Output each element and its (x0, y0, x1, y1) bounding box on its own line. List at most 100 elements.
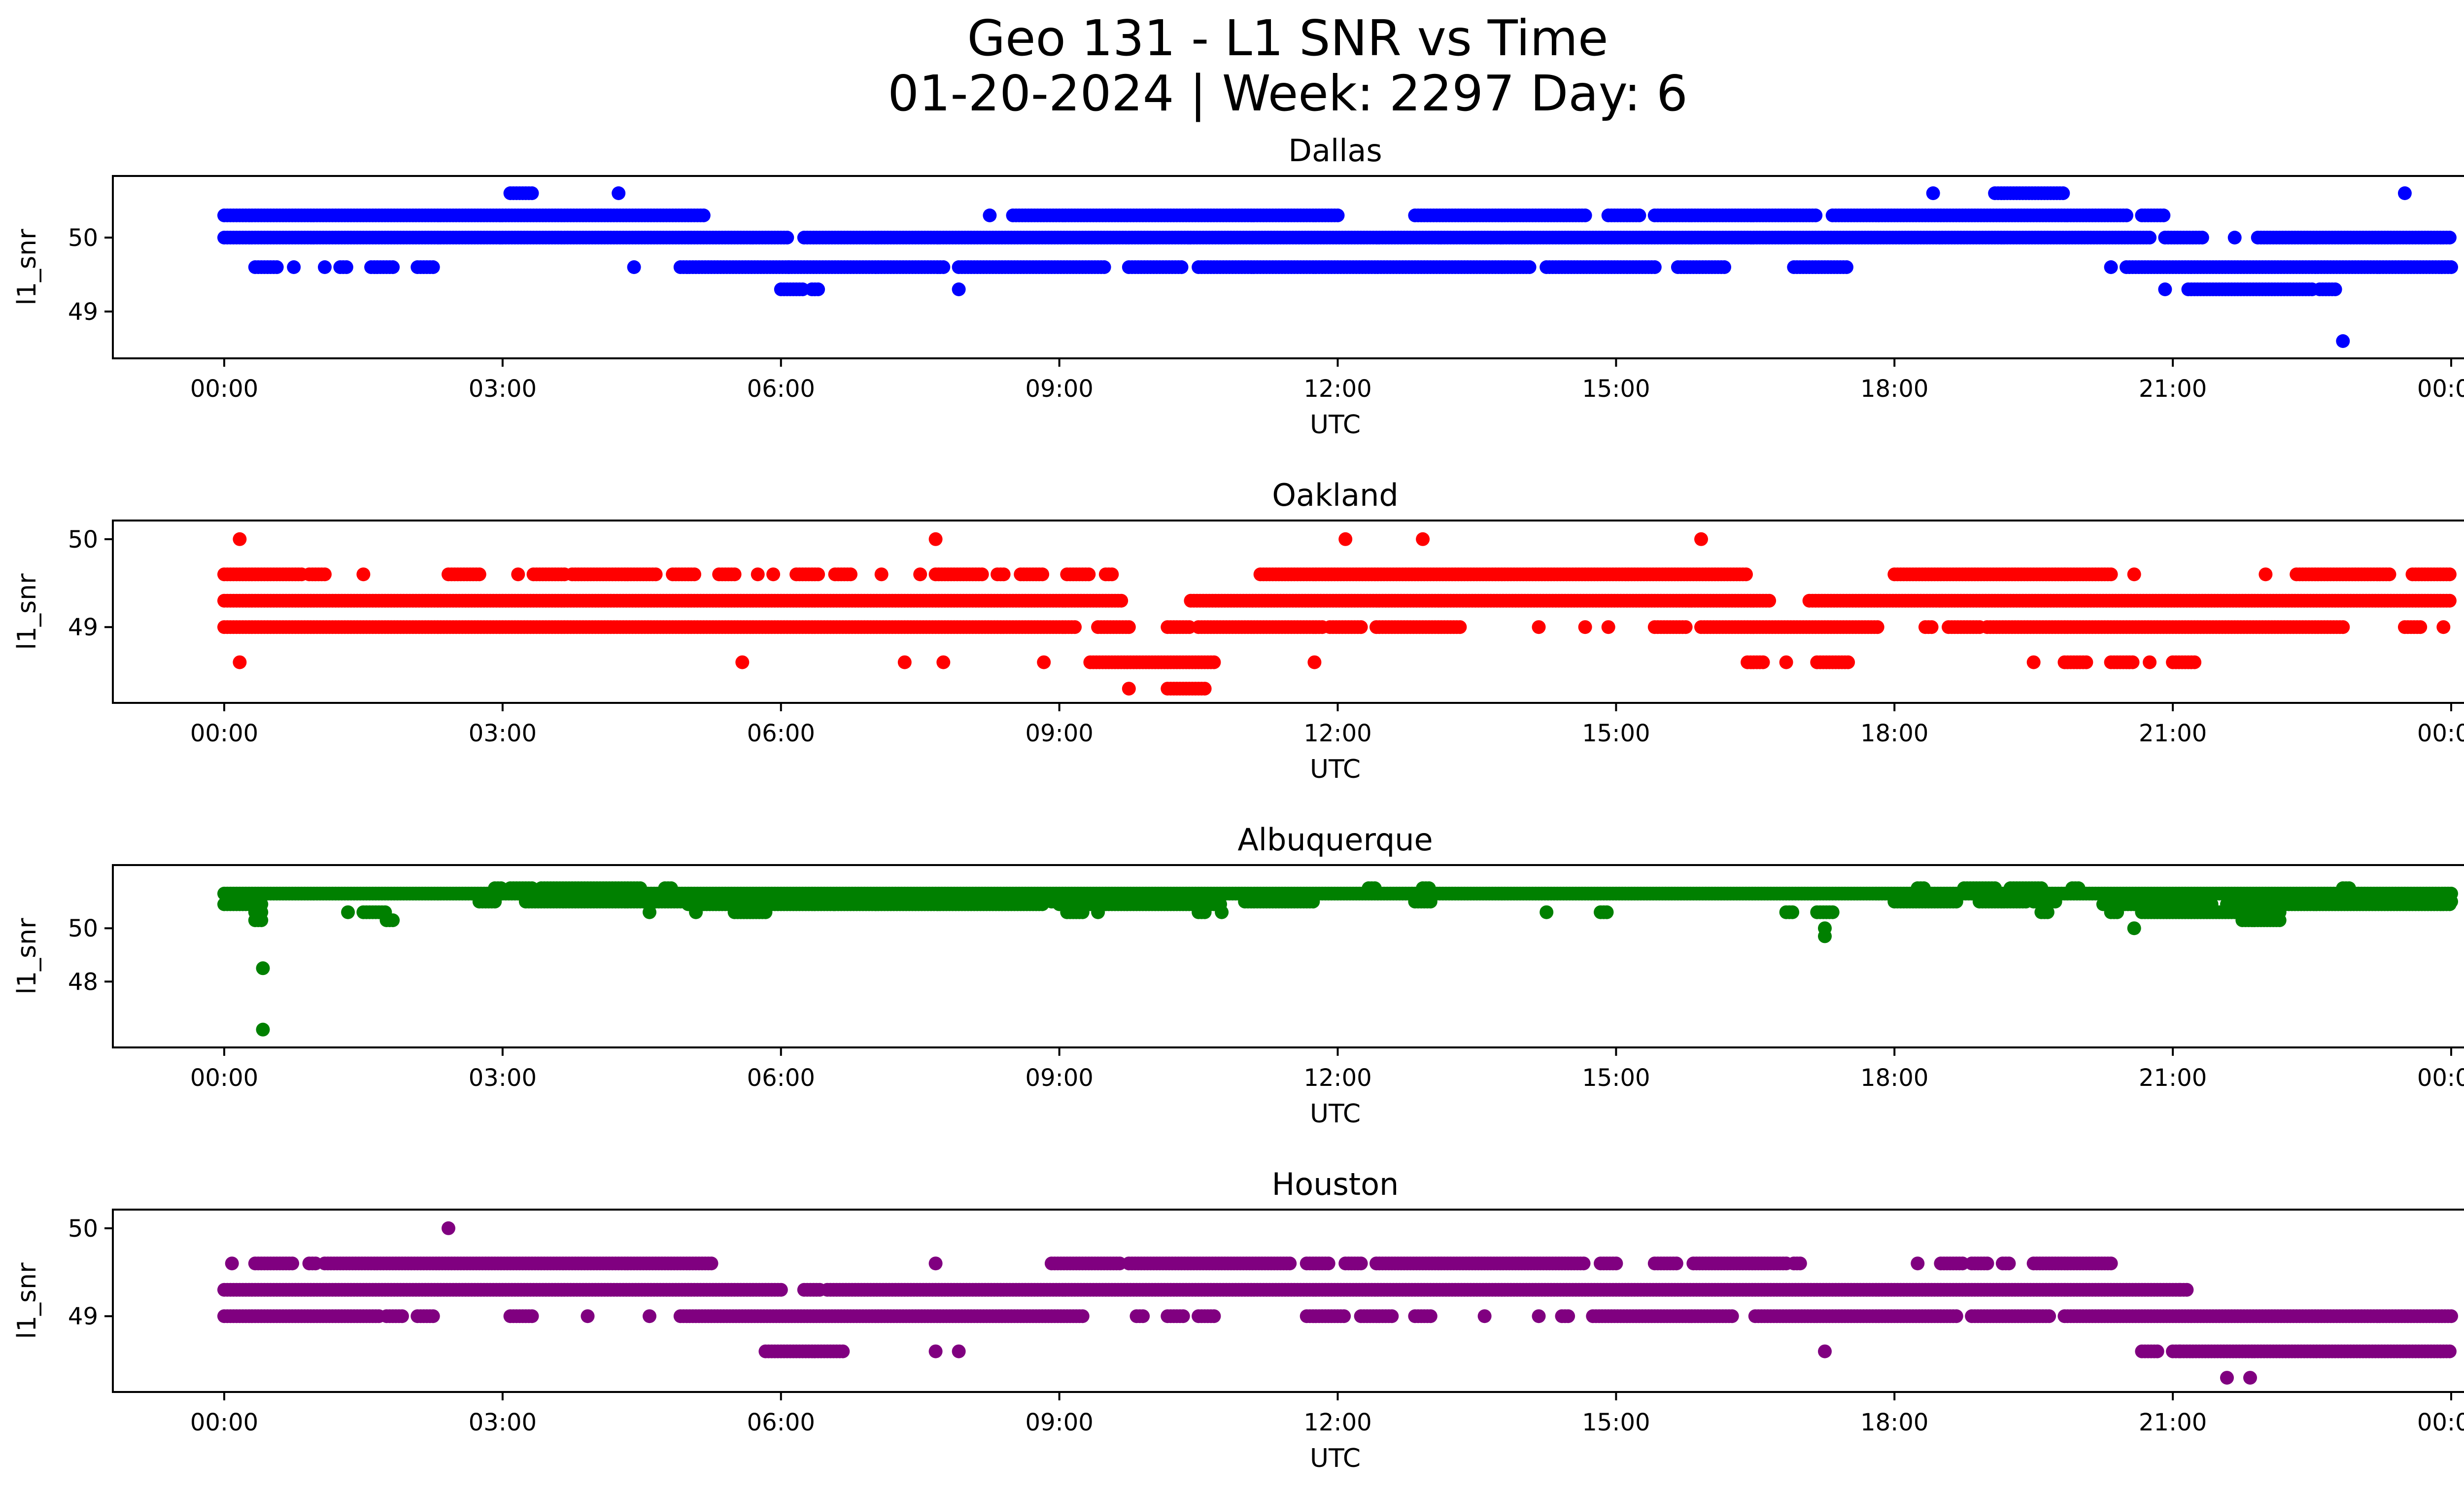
x-tick-label: 06:00 (747, 720, 815, 747)
data-point (2104, 260, 2118, 274)
data-point (996, 567, 1011, 582)
x-tick-label: 09:00 (1025, 375, 1093, 403)
data-point (687, 567, 701, 582)
data-point (1423, 895, 1437, 909)
x-tick-label: 21:00 (2139, 375, 2207, 403)
data-point (2259, 567, 2273, 582)
data-point (1306, 895, 1320, 909)
data-point (1756, 655, 1770, 669)
data-point (1207, 655, 1221, 669)
x-tick-label: 03:00 (469, 720, 537, 747)
data-point (2436, 620, 2451, 634)
data-point (983, 209, 997, 222)
data-point (511, 567, 525, 582)
data-point (1338, 532, 1353, 546)
data-point (1924, 620, 1939, 634)
x-tick-label: 18:00 (1860, 720, 1928, 747)
data-point (952, 282, 966, 296)
y-tick-label: 50 (68, 526, 98, 554)
data-point (627, 260, 641, 274)
data-point (2442, 897, 2457, 911)
data-point (1632, 209, 1646, 222)
data-point (2120, 209, 2133, 222)
x-tick-label: 12:00 (1303, 720, 1371, 747)
data-point (936, 655, 951, 669)
data-point (936, 260, 951, 274)
data-point (844, 567, 857, 582)
data-point (472, 567, 486, 582)
data-point (1068, 620, 1082, 634)
x-tick-label: 03:00 (469, 375, 537, 403)
data-point (913, 567, 927, 582)
data-point (1841, 655, 1855, 669)
data-point (928, 532, 943, 546)
data-point (1082, 567, 1096, 582)
data-point (811, 282, 825, 296)
chart-title: Oakland (1272, 477, 1399, 513)
data-point (233, 655, 247, 669)
x-tick-label: 21:00 (2139, 720, 2207, 747)
y-tick-label: 49 (68, 614, 98, 641)
data-point (233, 532, 247, 546)
x-tick-label: 15:00 (1582, 720, 1650, 747)
data-point (1198, 682, 1212, 696)
x-tick-label: 00:00 (190, 375, 258, 403)
x-tick-label: 12:00 (1303, 375, 1371, 403)
data-point (1037, 655, 1051, 669)
data-point (1368, 881, 1382, 895)
data-point (2442, 567, 2457, 582)
data-point (2195, 231, 2209, 244)
x-tick-label: 15:00 (1582, 375, 1650, 403)
data-point (2143, 231, 2157, 244)
data-point (2336, 334, 2350, 348)
data-point (2104, 567, 2118, 582)
data-point (1422, 881, 1436, 895)
x-tick-label: 06:00 (747, 375, 815, 403)
data-point (1601, 620, 1615, 634)
y-tick-label: 49 (68, 298, 98, 326)
data-point (1035, 567, 1050, 582)
data-point (386, 260, 400, 274)
data-point (2026, 655, 2041, 669)
data-point (1354, 620, 1368, 634)
data-point (1522, 260, 1537, 274)
data-point (2227, 231, 2242, 244)
data-point (1105, 567, 1119, 582)
data-point (2125, 655, 2140, 669)
data-point (1949, 895, 1963, 909)
x-tick-label: 18:00 (1860, 375, 1928, 403)
data-point (2156, 209, 2171, 222)
data-point (1578, 209, 1592, 222)
x-tick-label: 00:00 (2417, 720, 2464, 747)
data-point (1097, 260, 1111, 274)
data-point (664, 881, 678, 895)
data-point (1694, 532, 1708, 546)
data-point (426, 260, 440, 274)
x-axis-label: UTC (1310, 410, 1361, 440)
x-tick-label: 00:00 (190, 720, 258, 747)
data-point (735, 655, 750, 669)
data-point (318, 567, 332, 582)
data-point (874, 567, 889, 582)
data-point (1779, 655, 1793, 669)
data-series (217, 186, 2458, 348)
data-point (1307, 655, 1322, 669)
data-point (2397, 186, 2412, 200)
data-point (1678, 620, 1693, 634)
data-point (2328, 282, 2342, 296)
data-point (975, 567, 989, 582)
data-point (811, 567, 825, 582)
data-point (2442, 231, 2457, 244)
x-tick-label: 00:00 (2417, 375, 2464, 403)
data-point (1122, 682, 1136, 696)
data-point (2127, 567, 2141, 582)
axes-frame (112, 520, 2464, 704)
data-point (2056, 186, 2070, 200)
data-point (1035, 897, 1050, 911)
data-point (1870, 620, 1884, 634)
data-point (1809, 209, 1823, 222)
data-point (270, 260, 284, 274)
figure-title-line-1: Geo 131 - L1 SNR vs Time (967, 9, 1608, 67)
x-axis-label: UTC (1310, 755, 1361, 784)
data-point (1916, 881, 1931, 895)
